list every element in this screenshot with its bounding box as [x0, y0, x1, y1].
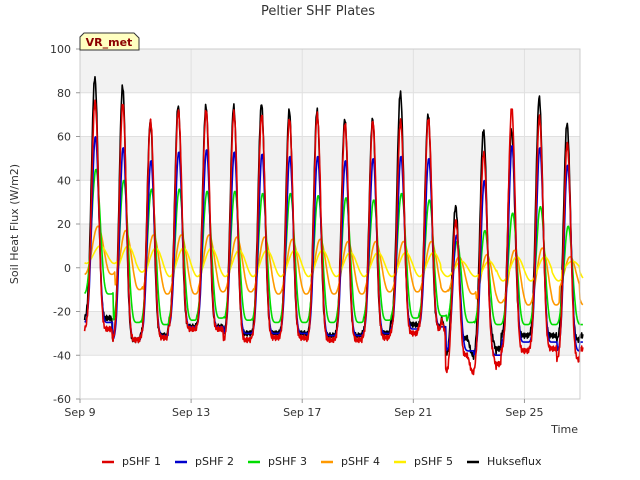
y-tick-label: 40: [57, 174, 71, 187]
series-line-pshf-5: [84, 245, 584, 282]
y-tick-label: 80: [57, 87, 71, 100]
legend-label: pSHF 4: [341, 455, 380, 468]
x-axis-label: Time: [550, 423, 578, 436]
series-line-pshf-3: [83, 168, 584, 326]
plot-background: [80, 49, 580, 399]
series-line-pshf-1: [83, 99, 584, 376]
chart-title: Peltier SHF Plates: [261, 4, 375, 19]
y-tick-label: -60: [53, 393, 71, 406]
series-layer: [83, 76, 584, 376]
site-badge: VR_met: [79, 32, 140, 51]
y-tick-label: 20: [57, 218, 71, 231]
legend: pSHF 1 pSHF 2 pSHF 3 pSHF 4 pSHF 5 Hukseflux: [102, 455, 542, 468]
legend-label: pSHF 2: [195, 455, 234, 468]
legend-label: pSHF 5: [414, 455, 453, 468]
legend-label: pSHF 1: [122, 455, 161, 468]
plot-band: [80, 355, 580, 399]
site-badge-label: VR_met: [86, 36, 133, 49]
y-tick-label: 60: [57, 131, 71, 144]
plot-band: [80, 224, 580, 268]
plot-band: [80, 49, 580, 93]
x-tick-label: Sep 13: [172, 406, 210, 419]
plot-band: [80, 92, 580, 137]
y-axis-ticks: -60 -40 -20 0 20 40 60 80 100: [50, 43, 80, 406]
y-axis-label: Soil Heat Flux (W/m2): [8, 164, 21, 284]
y-tick-label: 100: [50, 43, 71, 56]
x-tick-label: Sep 9: [64, 406, 95, 419]
y-tick-label: 0: [64, 262, 71, 275]
legend-label: Hukseflux: [487, 455, 542, 468]
y-tick-label: -40: [53, 349, 71, 362]
plot-band: [80, 180, 580, 224]
series-line-pshf-4: [84, 225, 584, 306]
site-badge-box: [79, 32, 140, 51]
x-axis-ticks: Sep 9 Sep 13 Sep 17 Sep 21 Sep 25: [64, 399, 544, 419]
x-tick-label: Sep 25: [505, 406, 543, 419]
y-tick-label: -20: [53, 306, 71, 319]
plot-band: [80, 136, 580, 181]
x-tick-label: Sep 17: [283, 406, 321, 419]
x-tick-label: Sep 21: [394, 406, 432, 419]
legend-label: pSHF 3: [268, 455, 307, 468]
